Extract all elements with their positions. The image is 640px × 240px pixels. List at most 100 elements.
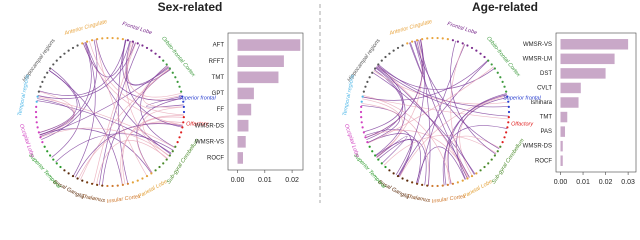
chord — [37, 96, 175, 149]
chord — [366, 69, 404, 141]
node-dot — [406, 42, 409, 45]
node-dot — [461, 179, 464, 182]
chord — [55, 133, 174, 163]
chord — [377, 65, 495, 90]
node-dot — [441, 37, 444, 40]
node-dot — [446, 38, 449, 41]
chord — [74, 123, 183, 178]
node-dot — [493, 154, 496, 157]
node-dot — [490, 158, 493, 161]
node-dot — [63, 52, 66, 55]
node-dot — [377, 63, 380, 66]
chord — [373, 70, 509, 105]
chord — [117, 39, 129, 184]
bar — [237, 87, 254, 100]
node-dot — [380, 59, 383, 62]
bar — [560, 68, 606, 79]
node-dot — [362, 90, 365, 93]
node-dot — [451, 39, 455, 42]
node-dot — [158, 165, 161, 169]
node-dot — [507, 116, 510, 119]
chord — [125, 41, 168, 160]
node-dot — [55, 59, 58, 62]
node-dot — [483, 55, 486, 59]
node-dot — [52, 158, 55, 161]
node-dot — [35, 121, 38, 124]
node-dot — [37, 131, 40, 134]
region-label: Parietal Lobe — [462, 179, 493, 200]
region-label: Thalamus — [406, 194, 431, 205]
chord — [50, 67, 81, 158]
node-dot — [368, 145, 371, 148]
node-dot — [499, 145, 502, 148]
node-dot — [90, 39, 94, 42]
node-dot — [501, 140, 504, 144]
node-dot — [168, 67, 171, 70]
node-dot — [86, 40, 89, 43]
node-dot — [36, 95, 39, 98]
node-dot — [36, 126, 39, 129]
node-dot — [505, 90, 508, 93]
chord — [38, 39, 127, 96]
node-dot — [436, 184, 439, 188]
node-dot — [106, 36, 109, 40]
chord — [378, 64, 509, 108]
bar — [237, 55, 284, 67]
node-dot — [131, 40, 134, 43]
chord — [136, 116, 184, 174]
node-dot — [451, 182, 455, 185]
region-label: Sub-gyral Cerebellum — [491, 137, 526, 185]
node-dot — [49, 67, 52, 70]
node-dot — [49, 154, 52, 157]
y-tick-label: AFT — [213, 43, 225, 49]
chord — [375, 139, 427, 186]
chord — [93, 42, 137, 185]
node-dot — [41, 140, 44, 144]
node-dot — [415, 182, 419, 185]
node-dot — [415, 39, 419, 42]
node-dot — [182, 105, 185, 108]
node-dot — [171, 71, 174, 74]
y-tick-label: CVLT — [537, 86, 552, 92]
node-dot — [366, 80, 369, 84]
chord — [398, 60, 489, 177]
node-dot — [43, 145, 46, 148]
region-label: Superior frontal — [178, 96, 216, 102]
node-dot — [86, 181, 89, 184]
node-dot — [59, 165, 62, 169]
node-dot — [479, 52, 482, 55]
x-tick-label: 0.00 — [554, 179, 568, 186]
node-dot — [181, 95, 184, 98]
node-dot — [145, 174, 149, 178]
region-label: Superior Temporal — [27, 152, 62, 190]
chord — [417, 44, 466, 185]
node-dot — [426, 37, 429, 40]
node-dot — [362, 131, 365, 134]
node-dot — [81, 42, 84, 45]
node-dot — [360, 121, 363, 124]
node-dot — [388, 169, 391, 172]
chord — [377, 65, 468, 179]
node-dot — [446, 183, 449, 186]
node-dot — [63, 169, 66, 172]
chord — [146, 95, 184, 108]
bar — [237, 71, 279, 84]
chord — [142, 68, 184, 108]
chord — [72, 42, 96, 177]
node-dot — [126, 39, 130, 42]
bar — [560, 126, 566, 137]
chord — [40, 66, 169, 137]
node-dot — [182, 100, 185, 103]
chord — [375, 67, 470, 178]
bar — [560, 53, 615, 65]
chord — [450, 40, 496, 155]
node-dot — [34, 110, 38, 114]
node-dot — [182, 110, 186, 114]
node-dot — [507, 100, 510, 103]
node-dot — [384, 165, 387, 169]
node-dot — [392, 49, 395, 52]
node-dot — [392, 172, 395, 175]
node-dot — [96, 183, 99, 186]
